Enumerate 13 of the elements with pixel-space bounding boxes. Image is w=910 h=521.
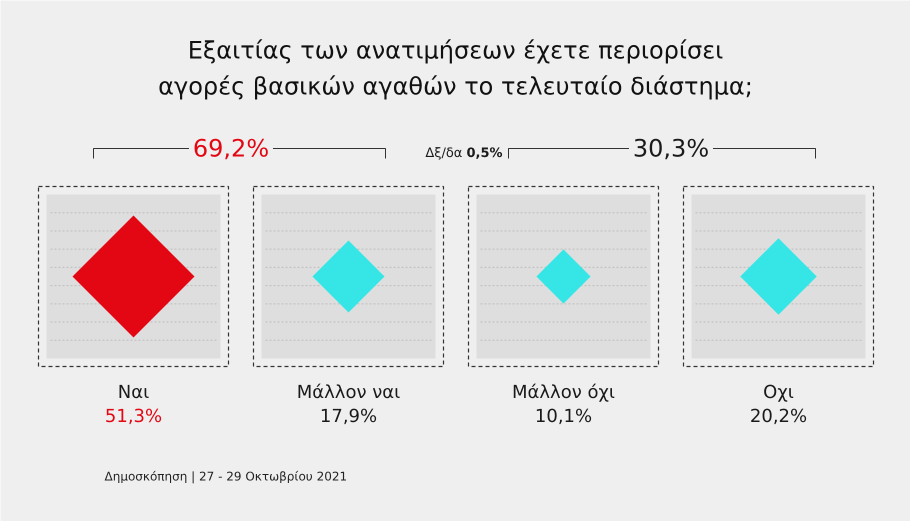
data-label: 20,2% xyxy=(750,406,808,427)
category-label: Μάλλον όχι xyxy=(512,382,616,403)
text: 69,2% xyxy=(192,134,270,162)
data-label: 51,3% xyxy=(104,406,162,427)
category-label: Οχι xyxy=(763,382,794,403)
category-label: Ναι xyxy=(118,382,150,403)
text: Δημοσκόπηση | 27 - 29 Οκτωβρίου 2021 xyxy=(104,470,348,484)
text: 30,3% xyxy=(632,134,710,162)
data-label: 17,9% xyxy=(320,406,378,427)
data-label: 10,1% xyxy=(534,406,592,427)
text: Εξαιτίας των ανατιμήσεων έχετε περιορίσει αγορές βασικών αγαθών το τελευταίο διάστημα; xyxy=(158,36,753,100)
text: Δξ/δα 0,5% xyxy=(425,146,503,161)
category-label: Μάλλον ναι xyxy=(296,382,400,403)
